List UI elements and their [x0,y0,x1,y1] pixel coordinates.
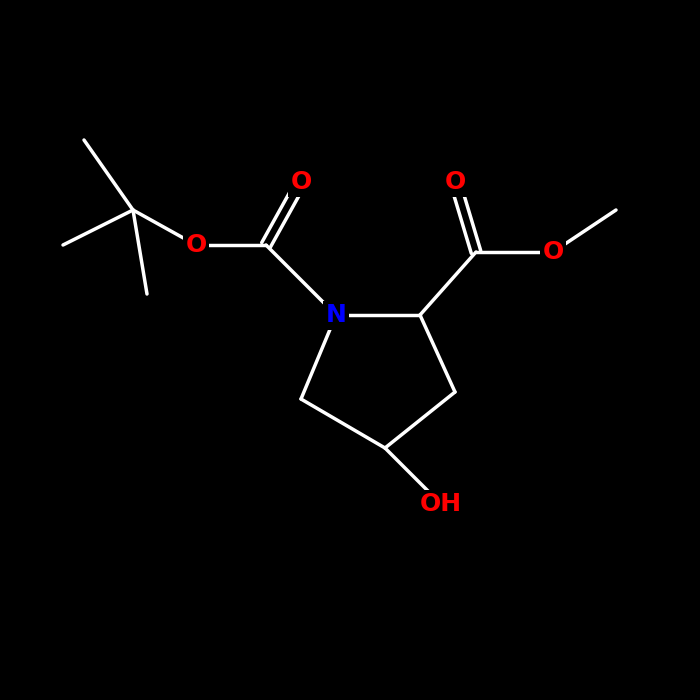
Text: OH: OH [420,492,462,516]
Text: O: O [290,170,312,194]
Text: N: N [326,303,346,327]
Text: O: O [542,240,564,264]
Text: O: O [186,233,206,257]
Text: O: O [444,170,466,194]
